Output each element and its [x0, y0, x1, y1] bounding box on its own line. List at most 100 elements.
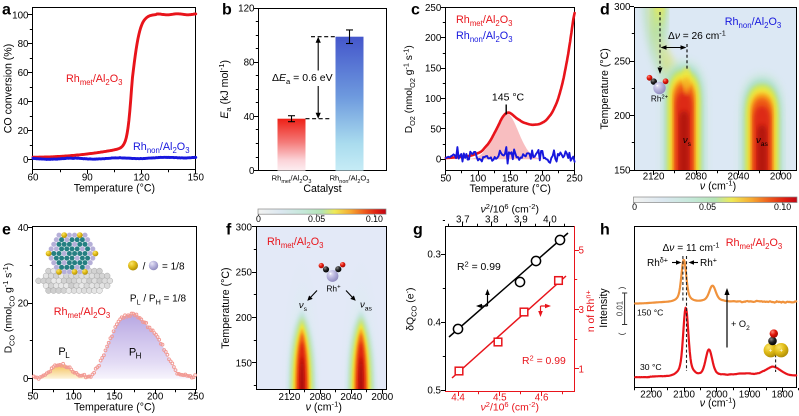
svg-text:ΔEa = 0.6 eV: ΔEa = 0.6 eV [272, 72, 333, 86]
svg-text:Temperature (°C): Temperature (°C) [220, 267, 232, 348]
svg-text:Rhnon/Al2O3: Rhnon/Al2O3 [330, 174, 370, 185]
svg-text:250: 250 [425, 3, 442, 14]
svg-text:/: / [143, 262, 146, 273]
svg-text:5: 5 [579, 245, 585, 256]
svg-text:a: a [2, 2, 11, 19]
svg-text:νas: νas [360, 300, 373, 313]
svg-text:Rh+: Rh+ [326, 284, 341, 294]
svg-text:νs: νs [683, 135, 692, 148]
svg-text:150 °C: 150 °C [637, 308, 663, 318]
svg-text:2000: 2000 [371, 392, 393, 403]
svg-text:250: 250 [566, 174, 583, 185]
svg-text:R2 = 0.99: R2 = 0.99 [522, 353, 566, 367]
svg-text:2120: 2120 [643, 172, 665, 183]
svg-text:Δν = 11 cm-1: Δν = 11 cm-1 [662, 240, 719, 254]
svg-text:2200: 2200 [640, 390, 662, 401]
svg-text:40: 40 [18, 97, 29, 108]
svg-text:f: f [226, 222, 232, 239]
svg-text:Ea (kJ mol-1): Ea (kJ mol-1) [217, 60, 233, 119]
svg-text:Rhδ+: Rhδ+ [647, 255, 668, 269]
svg-text:150: 150 [236, 358, 253, 369]
svg-text:(: ( [617, 332, 627, 335]
svg-text:H: H [136, 352, 142, 361]
svg-text:): ) [617, 286, 627, 289]
svg-text:Rh2+: Rh2+ [651, 95, 669, 104]
svg-text:Temperature (°C): Temperature (°C) [470, 183, 551, 195]
svg-text:0.10: 0.10 [366, 214, 383, 224]
svg-text:120: 120 [238, 3, 255, 14]
svg-text:Rhnon/Al2O3: Rhnon/Al2O3 [725, 16, 782, 30]
svg-text:DO2 (nmolO2 g-1 s-1): DO2 (nmolO2 g-1 s-1) [401, 45, 417, 133]
svg-text:3.7: 3.7 [456, 215, 470, 226]
svg-text:60: 60 [18, 68, 29, 79]
svg-text:145 °C: 145 °C [492, 92, 525, 104]
svg-text:Rhmet/Al2O3: Rhmet/Al2O3 [66, 73, 123, 87]
svg-text:1800: 1800 [772, 390, 794, 401]
svg-text:300: 300 [614, 2, 631, 13]
svg-text:c: c [411, 2, 420, 19]
svg-text:300: 300 [236, 222, 253, 233]
svg-text:0: 0 [436, 155, 442, 166]
svg-text:Catalyst: Catalyst [303, 183, 341, 195]
svg-text:P: P [58, 346, 65, 358]
svg-text:0.3: 0.3 [427, 249, 441, 260]
svg-text:Rhmet/Al2O3: Rhmet/Al2O3 [267, 236, 324, 250]
svg-text:120: 120 [133, 173, 150, 184]
svg-text:+ O2: + O2 [731, 319, 750, 332]
svg-text:200: 200 [236, 313, 253, 324]
svg-text:2040: 2040 [340, 392, 362, 403]
svg-text:d: d [600, 2, 610, 19]
svg-text:250: 250 [236, 268, 253, 279]
svg-text:Temperature (°C): Temperature (°C) [74, 402, 155, 414]
svg-text:100: 100 [425, 94, 442, 105]
svg-text:0: 0 [23, 374, 29, 385]
svg-text:0.01: 0.01 [616, 301, 625, 316]
svg-text:e: e [2, 222, 11, 239]
svg-text:4.0: 4.0 [543, 215, 557, 226]
svg-text:h: h [600, 222, 610, 239]
svg-text:2040: 2040 [728, 172, 750, 183]
svg-text:Rhmet/Al2O3: Rhmet/Al2O3 [456, 14, 513, 28]
svg-text:Δν = 26 cm-1: Δν = 26 cm-1 [668, 28, 726, 42]
svg-text:Rhnon/Al2O3: Rhnon/Al2O3 [456, 30, 513, 44]
svg-text:100: 100 [66, 392, 83, 403]
svg-text:CO conversion (%): CO conversion (%) [3, 44, 15, 133]
svg-text:ν2/106 (cm-2): ν2/106 (cm-2) [481, 400, 539, 414]
svg-text:Temperature (°C): Temperature (°C) [599, 48, 611, 129]
svg-text:2100: 2100 [673, 390, 695, 401]
svg-text:ν2/106 (cm-2): ν2/106 (cm-2) [481, 202, 539, 216]
svg-text:100: 100 [470, 174, 487, 185]
svg-text:2080: 2080 [309, 392, 331, 403]
svg-text:δQCO (e-): δQCO (e-) [403, 288, 419, 331]
svg-text:3.9: 3.9 [514, 215, 528, 226]
svg-text:50: 50 [28, 392, 39, 403]
svg-text:250: 250 [188, 392, 205, 403]
svg-text:80: 80 [244, 58, 255, 69]
svg-text:3.8: 3.8 [485, 215, 499, 226]
svg-text:Intensity: Intensity [598, 288, 610, 328]
svg-text:90: 90 [82, 173, 93, 184]
svg-text:ν (cm-1): ν (cm-1) [700, 396, 736, 410]
svg-text:0.10: 0.10 [774, 202, 791, 212]
svg-text:L: L [65, 351, 70, 360]
svg-text:+: + [769, 349, 773, 355]
svg-text:150: 150 [425, 64, 442, 75]
svg-text:50: 50 [430, 124, 441, 135]
svg-text:νs: νs [299, 300, 308, 313]
svg-text:+: + [779, 349, 783, 355]
svg-text:PL / PH = 1/8: PL / PH = 1/8 [130, 294, 187, 307]
svg-text:150: 150 [502, 174, 519, 185]
svg-text:2000: 2000 [706, 390, 728, 401]
svg-text:Rh+: Rh+ [700, 255, 717, 269]
svg-text:2080: 2080 [685, 172, 707, 183]
svg-text:50: 50 [440, 174, 451, 185]
svg-text:0: 0 [256, 214, 261, 224]
svg-text:4.4: 4.4 [451, 393, 465, 404]
svg-text:20: 20 [18, 126, 29, 137]
svg-text:0.4: 0.4 [427, 317, 441, 328]
svg-text:P: P [129, 347, 136, 359]
svg-text:0: 0 [23, 155, 29, 166]
svg-text:150: 150 [106, 392, 123, 403]
svg-text:b: b [222, 2, 232, 19]
svg-text:60: 60 [28, 173, 39, 184]
